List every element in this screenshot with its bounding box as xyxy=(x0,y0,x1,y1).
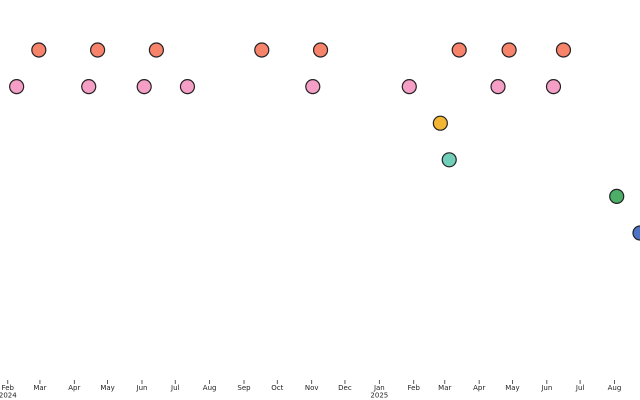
event-point xyxy=(148,42,164,58)
x-tick-label: Aug xyxy=(203,384,217,392)
event-point xyxy=(545,78,562,95)
event-point xyxy=(441,152,457,168)
event-point xyxy=(31,42,47,58)
x-tick-label: Jan 2025 xyxy=(370,384,388,400)
x-tick-label: Apr xyxy=(68,384,80,392)
event-point xyxy=(9,78,25,95)
x-tick-label: Jun xyxy=(540,384,552,392)
x-tick-label: Dec xyxy=(338,384,352,392)
event-point xyxy=(136,78,152,95)
x-tick-label: Jul xyxy=(575,384,585,392)
event-point xyxy=(305,78,321,95)
x-tick-label: May xyxy=(100,384,114,392)
x-tick-label: Mar xyxy=(438,384,451,392)
x-tick-label: Jul xyxy=(170,384,180,392)
event-point xyxy=(490,78,506,95)
event-point xyxy=(90,42,106,58)
event-point xyxy=(81,78,97,95)
event-point xyxy=(432,115,448,131)
x-tick-label: Jun xyxy=(136,384,148,392)
event-point xyxy=(555,42,572,58)
x-tick-label: Mar xyxy=(33,384,46,392)
x-tick-label: Feb 2024 xyxy=(0,384,17,400)
x-tick-label: Oct xyxy=(271,384,283,392)
x-tick-label: May xyxy=(505,384,519,392)
event-point xyxy=(312,42,329,58)
x-tick-label: Aug xyxy=(608,384,622,392)
x-tick-label: Apr xyxy=(473,384,485,392)
event-point xyxy=(609,188,625,204)
event-point xyxy=(451,42,467,58)
x-tick-label: Nov xyxy=(305,384,319,392)
event-point xyxy=(401,78,417,95)
event-point xyxy=(179,78,196,95)
event-point xyxy=(501,42,517,58)
event-point xyxy=(632,225,640,241)
event-point xyxy=(254,42,270,58)
x-tick-label: Sep xyxy=(237,384,251,392)
x-tick-label: Feb xyxy=(408,384,421,392)
